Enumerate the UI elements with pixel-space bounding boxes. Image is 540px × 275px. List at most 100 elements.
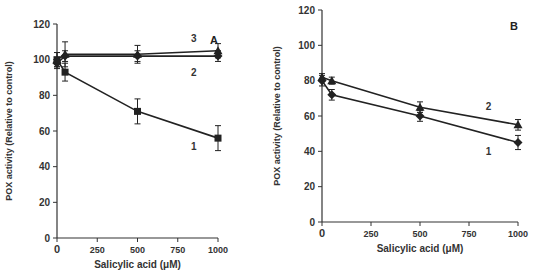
series-label: 1	[486, 146, 492, 157]
data-point	[416, 112, 425, 121]
x-tick-label: 750	[461, 229, 476, 239]
y-tick	[318, 45, 322, 46]
y-tick	[53, 238, 57, 239]
plot-data	[318, 73, 523, 150]
error-cap	[62, 66, 68, 67]
data-point	[53, 55, 62, 63]
x-tick	[97, 238, 98, 242]
data-point	[318, 73, 327, 81]
data-point	[133, 50, 142, 58]
y-tick	[53, 24, 57, 25]
data-point	[134, 108, 141, 115]
data-point	[327, 76, 336, 84]
y-tick	[53, 202, 57, 203]
y-tick-label: 60	[39, 126, 51, 137]
error-cap	[62, 41, 68, 42]
error-cap	[215, 61, 221, 62]
x-tick-label: 500	[412, 229, 427, 239]
error-cap	[515, 135, 521, 136]
error-cap	[215, 125, 221, 126]
x-tick	[371, 222, 372, 226]
figure: 02040608010012002505007501000Salicylic a…	[0, 0, 540, 275]
error-cap	[417, 101, 423, 102]
panel-label: A	[210, 34, 218, 46]
error-cap	[54, 52, 60, 53]
x-axis-title: Salicylic acid (μM)	[94, 259, 181, 270]
error-cap	[54, 66, 60, 67]
y-tick-label: 20	[39, 197, 51, 208]
y-tick-label: 120	[33, 19, 50, 30]
data-point	[514, 138, 523, 147]
error-cap	[62, 81, 68, 82]
y-tick	[53, 95, 57, 96]
x-tick	[177, 238, 178, 242]
y-tick-label: 80	[39, 90, 51, 101]
series-line	[57, 60, 218, 138]
y-tick	[53, 166, 57, 167]
series-labels: 1 2 3	[191, 33, 197, 152]
error-cap	[135, 98, 141, 99]
error-cap	[135, 63, 141, 64]
y-axis-title: POX activity (Relative to control)	[272, 46, 282, 186]
x-tick	[469, 222, 470, 226]
error-cap	[135, 123, 141, 124]
data-point	[514, 120, 523, 128]
data-point	[416, 103, 425, 111]
error-cap	[215, 43, 221, 44]
error-cap	[135, 45, 141, 46]
error-bar	[135, 99, 141, 124]
x-tick	[137, 238, 138, 242]
error-cap	[54, 52, 60, 53]
data-point	[214, 46, 223, 54]
x-tick-label: 0	[54, 243, 60, 255]
x-tick-label: 750	[170, 245, 185, 255]
error-cap	[215, 150, 221, 151]
x-tick-label: 1000	[508, 229, 528, 239]
y-tick-label: 100	[33, 54, 50, 65]
error-cap	[417, 112, 423, 113]
error-cap	[319, 85, 325, 86]
y-tick-label: 100	[298, 40, 315, 51]
y-tick	[318, 10, 322, 11]
series-label: 1	[191, 141, 197, 152]
error-cap	[515, 149, 521, 150]
panel: 0 20 40 60 80 100 120 0 250 500 750 1000 Salicylic a…	[272, 5, 528, 255]
x-tick-label: 500	[130, 245, 145, 255]
error-cap	[417, 121, 423, 122]
y-tick	[318, 222, 322, 223]
series-labels: 12	[486, 101, 492, 157]
y-tick-label: 40	[39, 161, 51, 172]
error-cap	[54, 66, 60, 67]
y-tick-label: 0	[44, 233, 50, 244]
x-tick-label: 0	[319, 227, 325, 239]
y-tick-label: 20	[304, 181, 316, 192]
panel-label: B	[510, 20, 518, 32]
y-tick-label: 120	[298, 5, 315, 16]
series-label: 3	[191, 33, 197, 44]
data-point	[327, 90, 336, 99]
error-cap	[515, 119, 521, 120]
series-label: 2	[191, 67, 197, 78]
series-line	[322, 81, 518, 143]
error-cap	[329, 100, 335, 101]
x-tick	[420, 222, 421, 226]
data-point	[61, 50, 70, 58]
plot-data	[53, 42, 223, 151]
x-tick-label: 250	[90, 245, 105, 255]
series-label: 2	[486, 101, 492, 112]
y-tick-label: 40	[304, 146, 316, 157]
error-cap	[329, 89, 335, 90]
x-tick	[518, 222, 519, 226]
error-cap	[215, 57, 221, 58]
x-tick	[218, 238, 219, 242]
y-tick-label: 0	[309, 217, 315, 228]
y-tick	[318, 151, 322, 152]
error-cap	[515, 130, 521, 131]
x-tick-label: 1000	[208, 245, 228, 255]
x-tick-label: 250	[363, 229, 378, 239]
x-axis-title: Salicylic acid (μM)	[377, 243, 464, 254]
y-tick-label: 60	[304, 111, 316, 122]
y-tick	[318, 116, 322, 117]
y-tick-label: 80	[304, 75, 316, 86]
data-point	[62, 69, 69, 76]
